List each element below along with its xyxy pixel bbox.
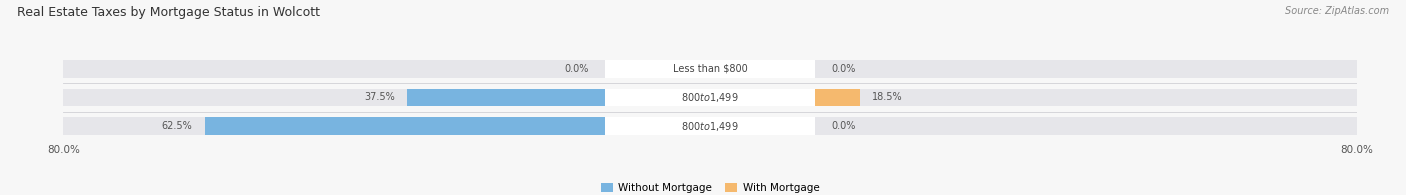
Bar bbox=[710, 89, 859, 106]
Text: 0.0%: 0.0% bbox=[831, 121, 856, 131]
Text: 0.0%: 0.0% bbox=[831, 64, 856, 74]
Text: 37.5%: 37.5% bbox=[364, 92, 395, 103]
Bar bbox=[406, 89, 710, 106]
Text: $800 to $1,499: $800 to $1,499 bbox=[682, 120, 738, 133]
Bar bbox=[605, 117, 815, 135]
Text: 0.0%: 0.0% bbox=[564, 64, 589, 74]
Bar bbox=[205, 117, 710, 135]
Bar bbox=[63, 60, 1357, 78]
Bar bbox=[63, 117, 1357, 135]
Text: Less than $800: Less than $800 bbox=[672, 64, 748, 74]
Text: $800 to $1,499: $800 to $1,499 bbox=[682, 91, 738, 104]
Text: Source: ZipAtlas.com: Source: ZipAtlas.com bbox=[1285, 6, 1389, 16]
Legend: Without Mortgage, With Mortgage: Without Mortgage, With Mortgage bbox=[596, 178, 824, 195]
Text: 18.5%: 18.5% bbox=[872, 92, 903, 103]
Text: 62.5%: 62.5% bbox=[162, 121, 193, 131]
Bar bbox=[605, 89, 815, 106]
Text: Real Estate Taxes by Mortgage Status in Wolcott: Real Estate Taxes by Mortgage Status in … bbox=[17, 6, 321, 19]
Bar bbox=[63, 89, 1357, 106]
Bar bbox=[605, 60, 815, 78]
